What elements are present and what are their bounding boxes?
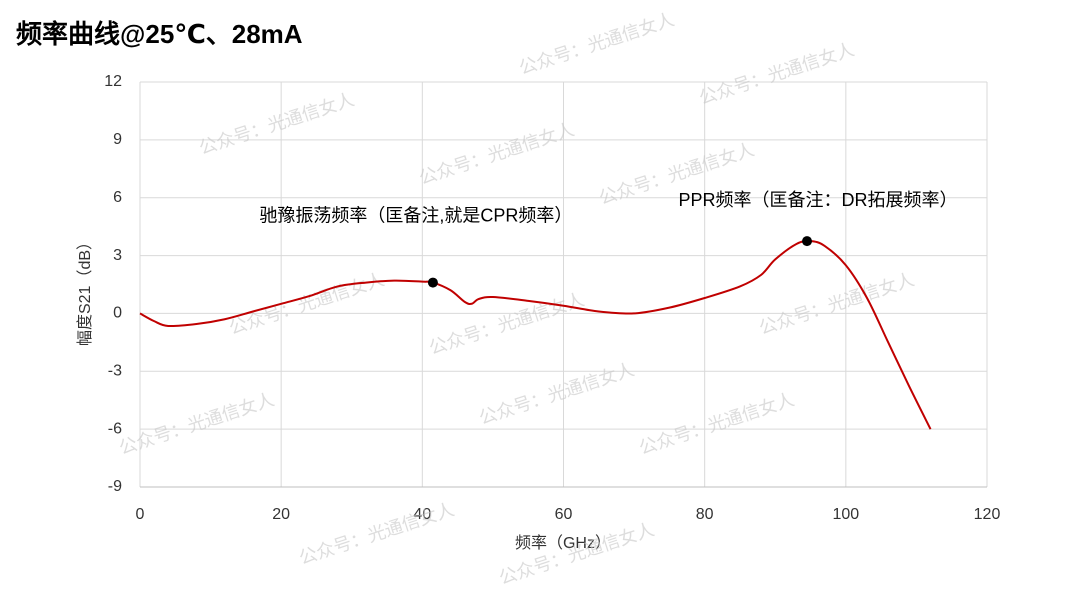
y-tick-label: 12: [104, 73, 122, 90]
watermark: 公众号：光通信女人: [427, 289, 587, 358]
x-axis-label: 频率（GHz）: [515, 534, 611, 552]
y-axis-label: 幅度S21（dB）: [76, 234, 94, 346]
annotation-text: PPR频率（匡备注：DR拓展频率）: [679, 190, 958, 210]
watermark: 公众号：光通信女人: [497, 519, 657, 588]
x-tick-label: 20: [272, 506, 290, 523]
watermark: 公众号：光通信女人: [477, 359, 637, 428]
x-tick-label: 80: [696, 506, 714, 523]
x-tick-label: 0: [136, 506, 145, 523]
x-tick-label: 100: [832, 506, 859, 523]
y-tick-label: -3: [108, 363, 122, 380]
line-series: [139, 239, 932, 430]
watermark: 公众号：光通信女人: [297, 499, 457, 568]
y-tick-label: 3: [113, 247, 122, 264]
watermark: 公众号：光通信女人: [227, 269, 387, 338]
annotation-text: 驰豫振荡频率（匡备注,就是CPR频率）: [259, 205, 572, 225]
y-tick-label: -9: [108, 478, 122, 495]
watermark: 公众号：光通信女人: [197, 89, 357, 158]
x-tick-label: 40: [413, 506, 431, 523]
watermark: 公众号：光通信女人: [697, 39, 857, 108]
watermark: 公众号：光通信女人: [637, 389, 797, 458]
y-tick-label: -6: [108, 420, 122, 437]
watermark: 公众号：光通信女人: [517, 9, 677, 78]
watermark: 公众号：光通信女人: [417, 119, 577, 188]
y-tick-label: 0: [113, 305, 122, 322]
x-tick-label: 60: [555, 506, 573, 523]
chart-title: 频率曲线@25℃、28mA: [16, 19, 303, 49]
y-tick-label: 9: [113, 131, 122, 148]
watermark: 公众号：光通信女人: [117, 389, 277, 458]
annotation-marker: [427, 277, 438, 288]
y-tick-label: 6: [113, 189, 122, 206]
annotation-marker: [802, 236, 813, 247]
x-tick-label: 120: [974, 506, 1001, 523]
watermark: 公众号：光通信女人: [757, 269, 917, 338]
